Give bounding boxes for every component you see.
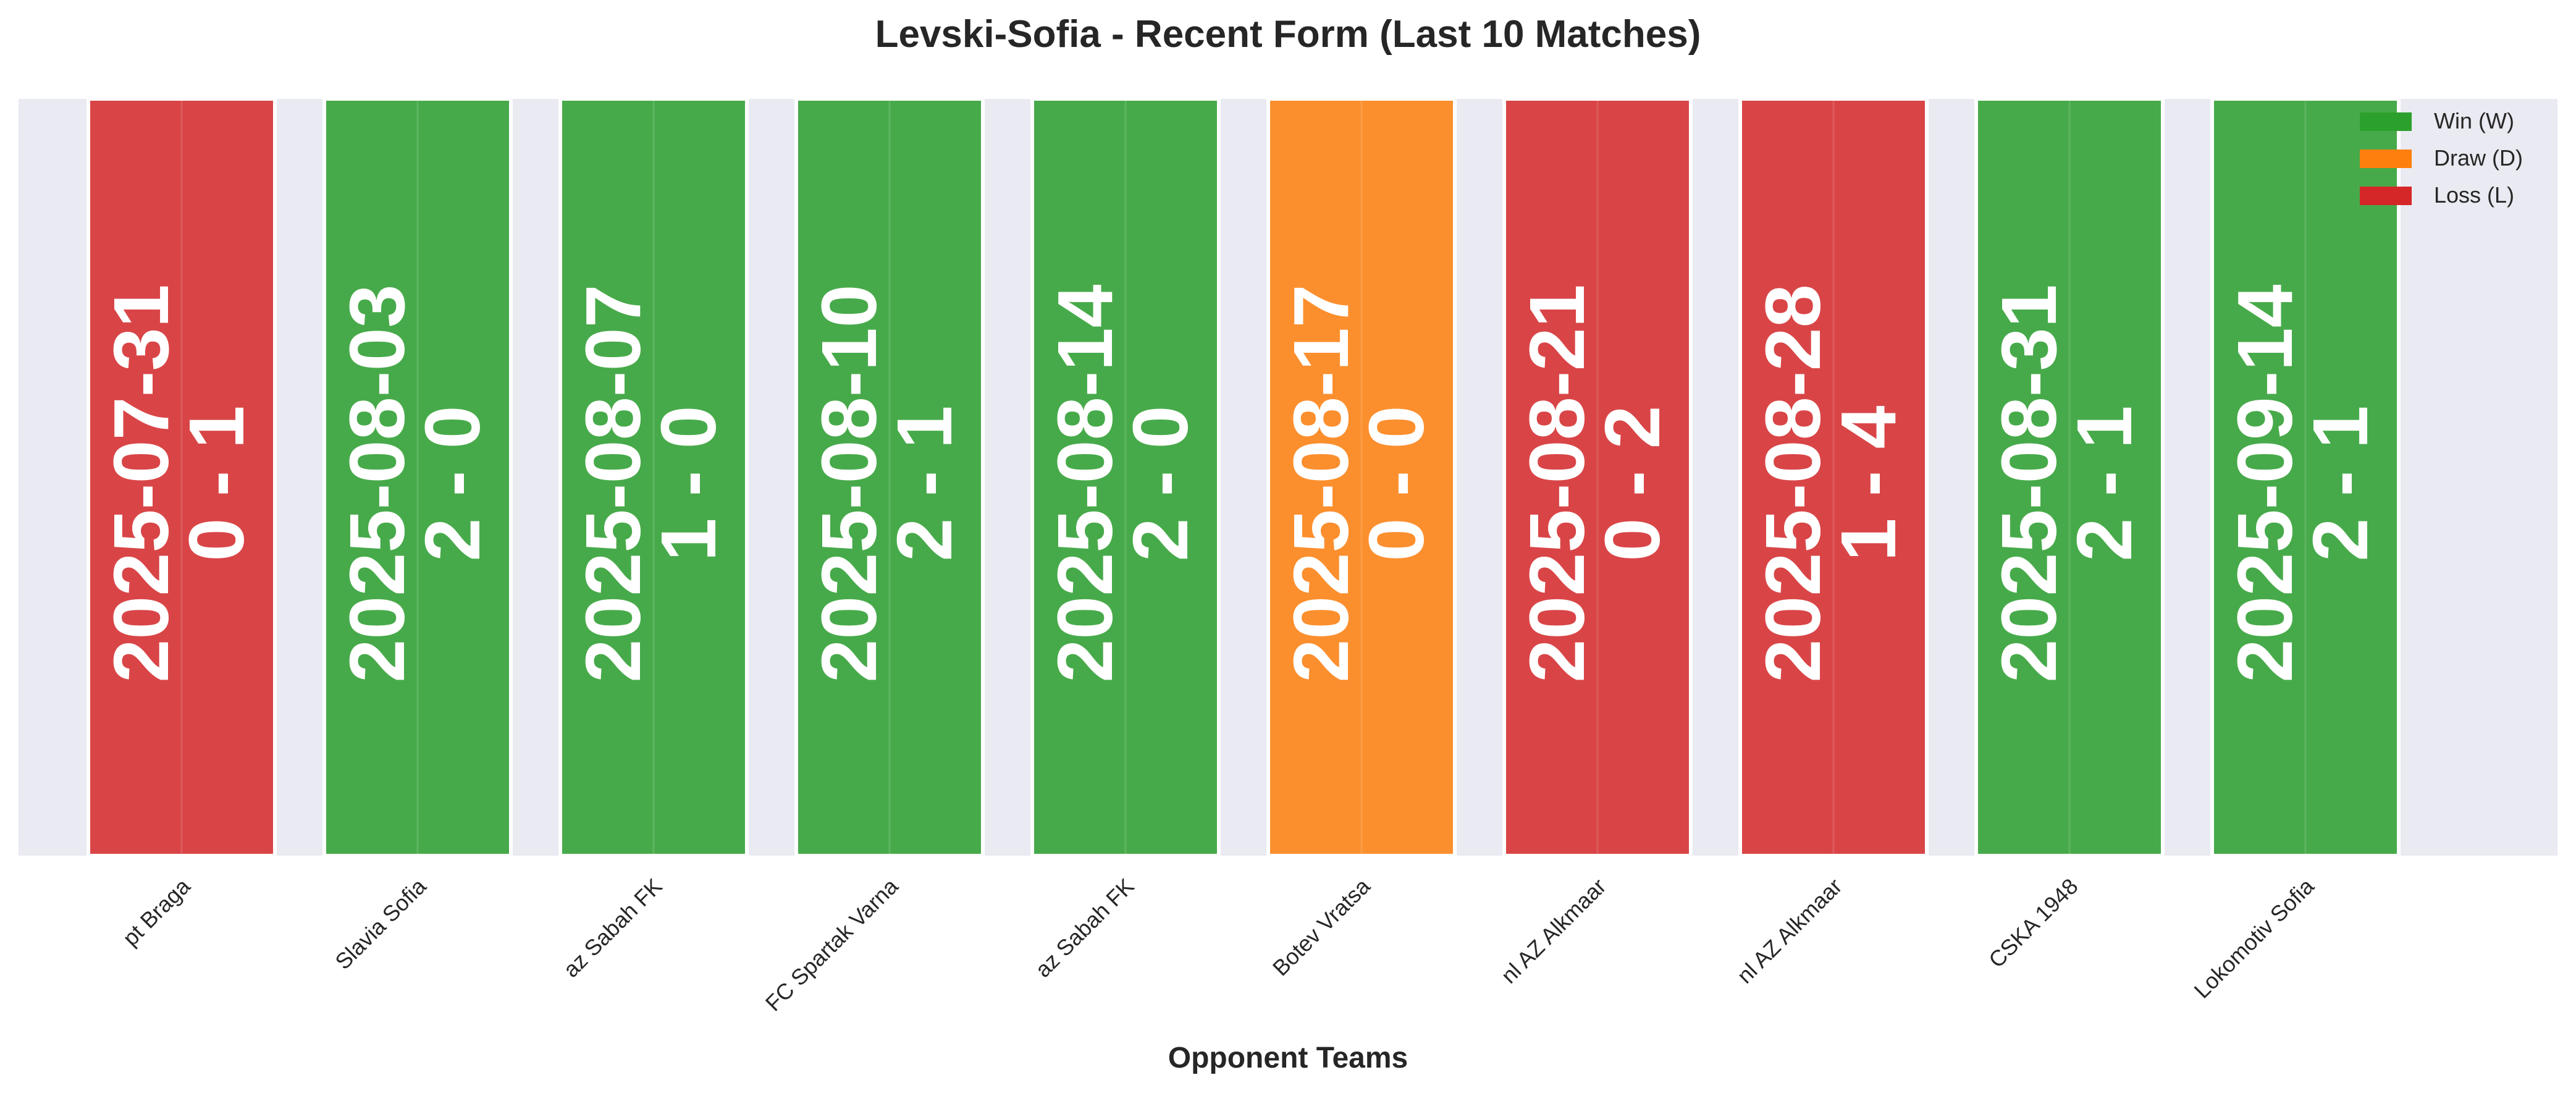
bar-label: 2025-08-102 - 1 [806, 284, 968, 683]
legend-label-l: Loss (L) [2434, 182, 2514, 208]
bar-labels-group: 2025-07-310 - 1 2025-08-032 - 0 2025-08-07… [98, 284, 2384, 683]
bar-label-date: 2025-08-03 [334, 284, 421, 683]
bar-l-1[interactable] [86, 97, 277, 858]
bar-label-date: 2025-07-31 [98, 284, 185, 683]
bar-label-score: 2 - 0 [1117, 405, 1204, 561]
bar-label-date: 2025-08-10 [806, 284, 893, 683]
bar-label-date: 2025-09-14 [2221, 284, 2309, 683]
legend-swatch-w [2360, 112, 2412, 131]
bars-group [86, 97, 2401, 858]
bar-label-score: 1 - 0 [645, 405, 732, 561]
bar-label-score: 0 - 0 [1353, 405, 1440, 561]
bar-label-score: 2 - 0 [409, 405, 496, 561]
bar-label: 2025-08-071 - 0 [570, 284, 732, 683]
bar-w-2[interactable] [322, 97, 513, 858]
bar-l-8[interactable] [1738, 97, 1929, 858]
legend-swatch-d [2360, 150, 2412, 168]
bar-label-date: 2025-08-31 [1985, 284, 2073, 683]
bar-label-date: 2025-08-14 [1042, 284, 1129, 683]
bar-w-9[interactable] [1974, 97, 2165, 858]
bar-label-score: 2 - 1 [881, 405, 968, 561]
legend[interactable]: Win (W) Draw (D) Loss (L) [2360, 108, 2523, 208]
bar-label-date: 2025-08-21 [1513, 284, 1601, 683]
bar-label-score: 2 - 1 [2061, 405, 2148, 561]
bar-label: 2025-08-312 - 1 [1985, 284, 2148, 683]
chart-title: Levski-Sofia - Recent Form (Last 10 Matc… [875, 13, 1701, 56]
bar-w-4[interactable] [794, 97, 985, 858]
bar-d-6[interactable] [1266, 97, 1457, 858]
bar-w-3[interactable] [558, 97, 749, 858]
bar-w-5[interactable] [1030, 97, 1221, 858]
bar-label-date: 2025-08-07 [570, 284, 657, 683]
x-axis-label: Opponent Teams [1168, 1042, 1408, 1074]
legend-swatch-l [2360, 187, 2412, 205]
bar-label: 2025-08-032 - 0 [334, 284, 496, 683]
bar-label: 2025-09-142 - 1 [2221, 284, 2384, 683]
bar-l-7[interactable] [1502, 97, 1693, 858]
bar-label-score: 0 - 2 [1589, 405, 1676, 561]
bar-label-score: 0 - 1 [173, 405, 260, 561]
bar-label-score: 2 - 1 [2297, 405, 2384, 561]
bar-label-date: 2025-08-28 [1749, 284, 1837, 683]
bar-label-date: 2025-08-17 [1277, 284, 1365, 683]
bar-label: 2025-08-170 - 0 [1277, 284, 1440, 683]
legend-label-d: Draw (D) [2434, 145, 2523, 171]
bar-w-10[interactable] [2210, 97, 2401, 858]
bar-label: 2025-07-310 - 1 [98, 284, 260, 683]
bar-label: 2025-08-281 - 4 [1749, 284, 1912, 683]
legend-label-w: Win (W) [2434, 108, 2514, 133]
bar-label: 2025-08-142 - 0 [1042, 284, 1204, 683]
bar-label-score: 1 - 4 [1825, 405, 1912, 561]
bar-label: 2025-08-210 - 2 [1513, 284, 1676, 683]
